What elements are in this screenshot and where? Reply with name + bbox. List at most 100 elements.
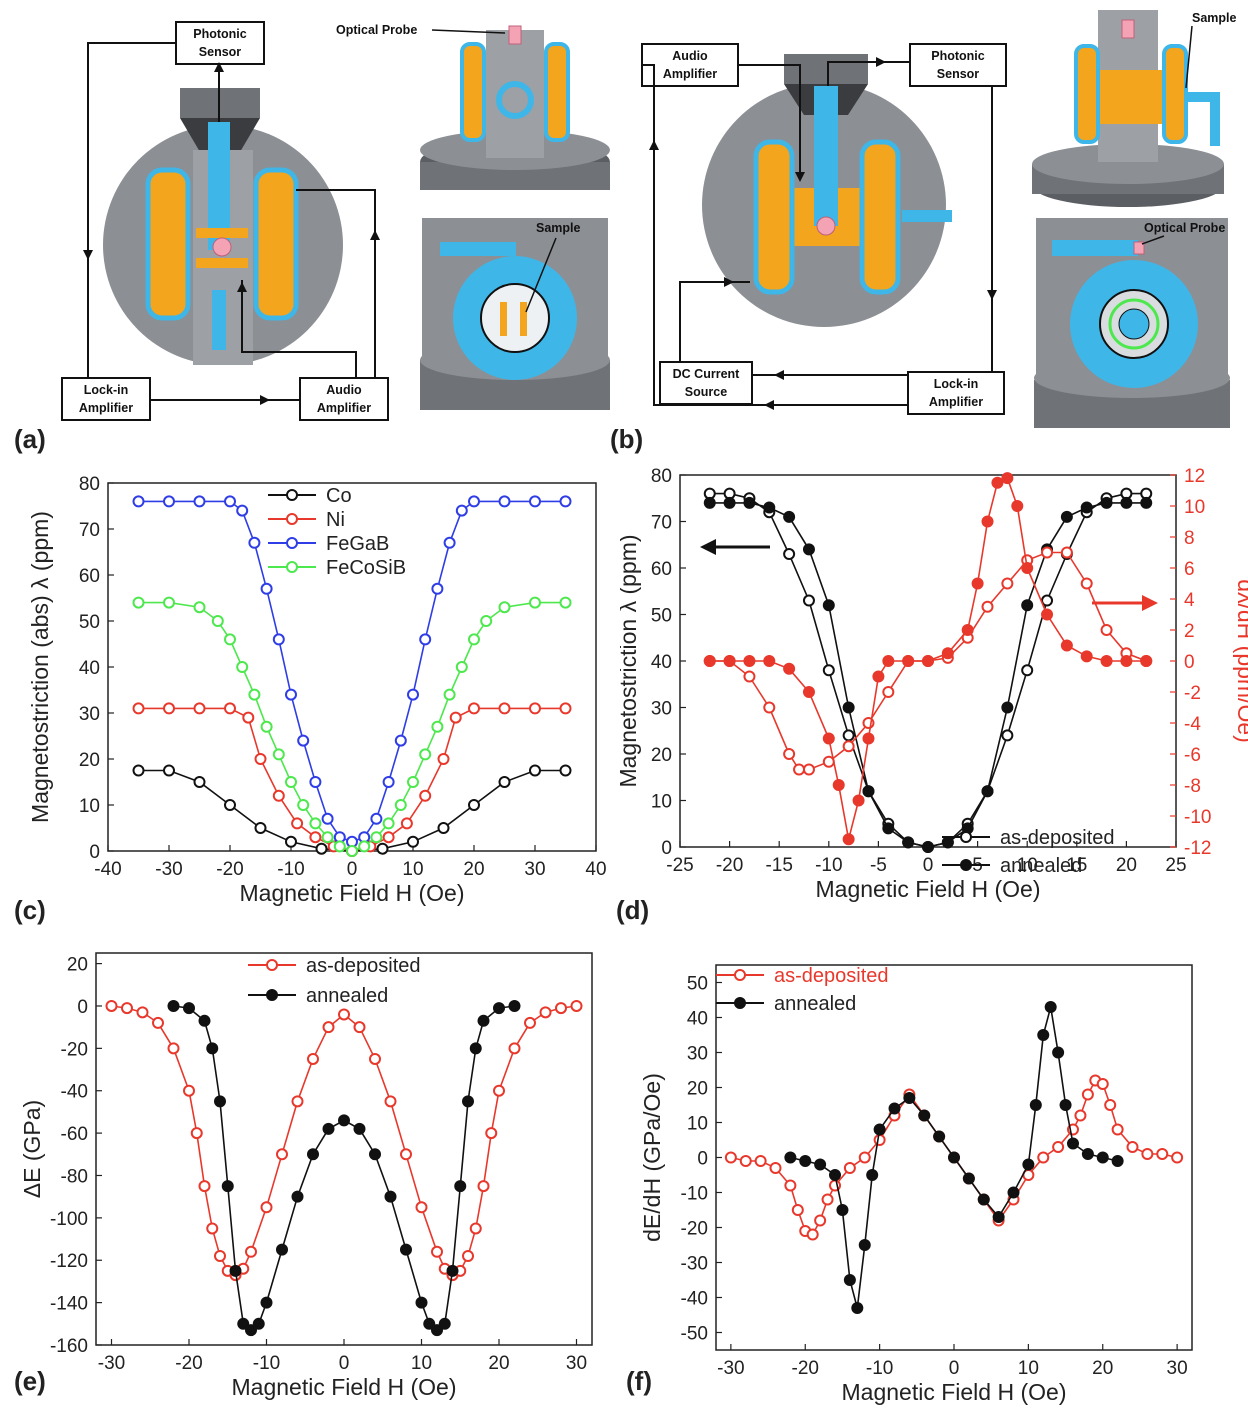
data-point [783,748,796,760]
wires-a [87,42,376,401]
data-point [132,764,145,777]
data-point [806,1228,819,1241]
chart-panel-f: -30 -20 -10 0 10 20 30 -50 -40 -30 -20 -10 0 10 20 30 40… [620,935,1248,1414]
chart-panel-e: -30 -20 -10 0 10 20 30 -160 -140 -120 -100 -80 -60 -4… [0,935,620,1414]
data-point [783,548,796,561]
legend-label: FeGaB [326,533,389,555]
data-point [1060,546,1073,559]
data-point [743,670,756,683]
y-tick-label: 0 [77,997,88,1018]
x-tick-label: -30 [155,859,182,880]
data-point [524,1016,536,1029]
front-probe-b [1121,19,1135,39]
y-axis-label: ΔE (GPa) [19,1100,45,1198]
data-point [152,1016,164,1029]
data-point [559,702,572,715]
data-point [236,504,249,517]
x-tick-label: 10 [411,1353,432,1374]
data-point [394,799,407,811]
data-point [559,596,572,609]
data-point [1080,577,1093,590]
x-tick-label: -5 [870,855,887,876]
y-tick-label: 50 [687,974,708,995]
x-tick-label: 20 [463,859,484,880]
y-tick-label: 80 [651,466,672,487]
y-tick-label: 40 [651,652,672,673]
coil-left-a [145,167,191,321]
data-point [468,702,480,715]
data-point [1141,1148,1154,1160]
data-point [842,729,855,742]
data-point [1100,624,1113,636]
data-point [224,702,236,715]
data-point [382,817,395,830]
x-tick-label: 30 [524,859,545,880]
data-point [723,496,736,509]
data-point [1022,1158,1035,1171]
coil-left-b [753,139,795,295]
data-point [163,702,175,715]
panel-a-schematic: Photonic Sensor Lock-in Amplifier Audio … [0,0,620,440]
data-point [431,720,444,733]
data-point [539,1006,552,1019]
x-axis-label: Magnetic Field H (Oe) [232,1374,457,1400]
data-point [437,753,450,765]
legend-label: as-deposited [774,965,889,987]
data-point [285,776,297,788]
y-tick-label: -80 [61,1166,88,1187]
data-point [449,711,462,724]
optical-probe-label-b: Optical Probe [1144,221,1225,235]
x-tick-label: -20 [175,1353,202,1374]
data-point [309,776,322,788]
probe-rod-b [814,86,838,226]
data-point [903,1092,916,1104]
data-point [1001,577,1014,590]
data-point [977,1193,990,1206]
data-point [260,582,273,595]
sample-label-a: Sample [536,221,581,235]
data-point [872,670,885,683]
data-point [814,1214,827,1227]
data-point [882,822,895,835]
data-point [1059,1099,1072,1111]
y-tick-label: -50 [681,1324,708,1345]
data-point [783,662,796,675]
data-point [198,1014,211,1027]
data-point [369,1052,381,1065]
legend-marker [734,969,746,981]
data-point [353,1021,366,1034]
data-point [862,732,875,745]
data-point [1044,1001,1057,1013]
data-point [1011,500,1024,512]
data-point [423,1317,436,1330]
data-point [333,840,346,853]
data-point [477,1014,490,1027]
y-tick-label: 60 [651,559,672,580]
y-tick-label: 70 [79,520,100,541]
data-point [1037,1151,1050,1164]
data-point [981,600,994,613]
y2-tick-label: 8 [1184,528,1195,549]
data-point [1120,655,1133,667]
data-point [902,655,915,667]
data-point [454,1180,467,1193]
x-tick-label: -30 [98,1353,125,1374]
data-point [882,686,895,698]
legend-marker [286,561,298,573]
data-point [242,711,255,724]
data-point [555,1002,567,1015]
data-point [836,1204,849,1216]
data-point [443,536,456,549]
data-point [224,633,236,646]
data-point [1111,1123,1124,1136]
data-point [183,1084,195,1097]
arrowheads-b [649,57,997,410]
y-axis-label: Magnetostriction λ (ppm) [620,534,641,787]
data-point [1081,1148,1094,1160]
data-point [1100,655,1113,667]
legend-label: annealed [774,993,856,1015]
y-tick-label: 20 [67,955,88,976]
diagram-b: Audio Amplifier Photonic Sensor DC Curre… [641,10,1237,428]
data-point [229,1264,242,1277]
data-point [1081,1088,1094,1101]
